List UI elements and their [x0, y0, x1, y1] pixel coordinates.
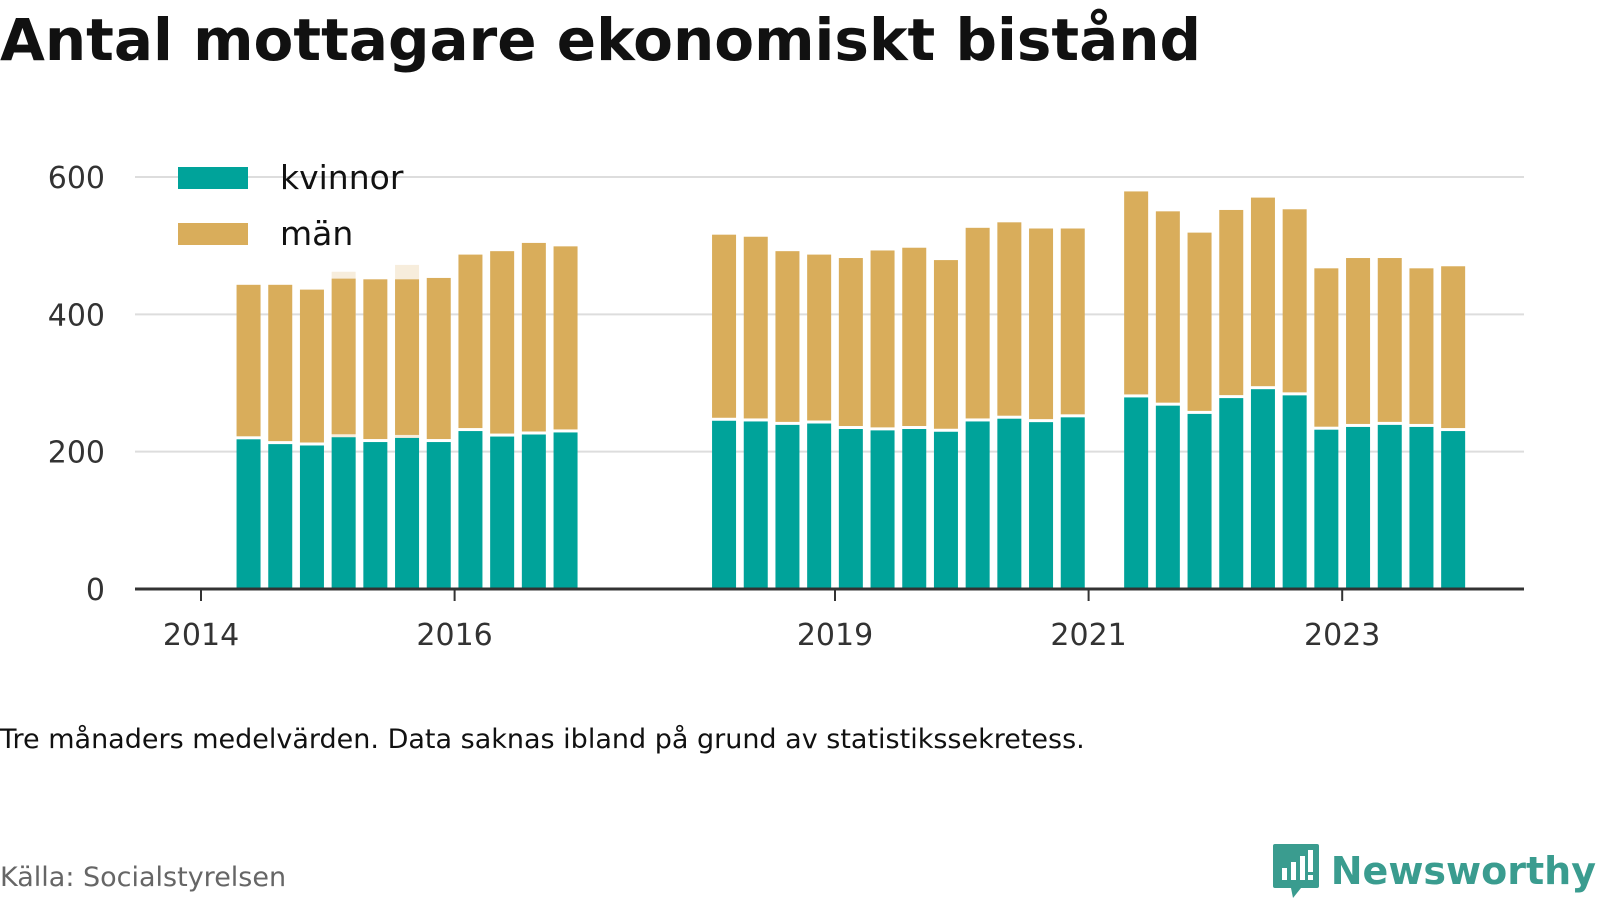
bar-kvinnor — [553, 432, 578, 589]
bar-kvinnor — [458, 431, 483, 589]
bar-man — [933, 260, 958, 429]
bar-kvinnor — [426, 442, 451, 589]
bar-man — [775, 251, 800, 422]
bar-kvinnor — [965, 421, 990, 589]
bar-man — [1187, 232, 1212, 411]
y-tick-label: 0 — [86, 573, 105, 608]
bar-kvinnor — [933, 431, 958, 589]
bar-man — [965, 227, 990, 419]
bar-man — [1314, 268, 1339, 427]
bar-man — [490, 251, 515, 434]
bar-kvinnor — [838, 429, 863, 589]
bar-kvinnor — [363, 442, 388, 589]
chart-title: Antal mottagare ekonomiskt bistånd — [0, 6, 1202, 74]
bar-kvinnor — [1187, 413, 1212, 589]
bar-man — [395, 279, 420, 435]
bar-kvinnor — [1060, 417, 1085, 589]
bar-man — [1155, 211, 1180, 403]
bar-kvinnor — [1409, 426, 1434, 589]
bar-kvinnor — [1029, 422, 1054, 589]
bar-kvinnor — [1124, 397, 1149, 589]
bar-kvinnor — [521, 434, 546, 589]
newsworthy-logo-icon — [1272, 844, 1319, 898]
bar-man — [870, 250, 895, 428]
bar-chart: 0 200 400 600 2014 2016 2019 2021 2023 kvinnor mä… — [48, 158, 1524, 653]
bar-man — [997, 222, 1022, 416]
bar-kvinnor — [1219, 398, 1244, 589]
x-tick-label: 2023 — [1304, 618, 1380, 653]
bar-man — [712, 234, 737, 418]
bar-kvinnor — [490, 436, 515, 589]
bar-man — [1060, 228, 1085, 415]
bar-man — [807, 254, 832, 421]
bar-man — [236, 284, 261, 437]
bar-kvinnor — [712, 420, 737, 589]
bar-kvinnor — [268, 444, 293, 589]
bar-man — [331, 278, 356, 435]
x-tick-label: 2016 — [416, 618, 492, 653]
bar-kvinnor — [1441, 431, 1466, 589]
bar-man — [458, 254, 483, 429]
bar-man — [521, 242, 546, 432]
bar-man — [299, 289, 324, 443]
bar-kvinnor — [236, 439, 261, 589]
bar-kvinnor — [870, 430, 895, 589]
bar-kvinnor — [807, 423, 832, 589]
bar-man — [1219, 209, 1244, 396]
source-label: Källa: Socialstyrelsen — [0, 862, 287, 893]
bar-man — [838, 258, 863, 427]
bar-kvinnor — [902, 429, 927, 589]
axes: 0 200 400 600 2014 2016 2019 2021 2023 — [48, 161, 1524, 653]
bar-man — [1441, 266, 1466, 429]
bar-kvinnor — [1155, 405, 1180, 589]
bar-man — [1282, 209, 1307, 393]
bar-man — [1250, 197, 1275, 387]
bar-man — [1346, 258, 1371, 424]
bars — [236, 191, 1466, 589]
bar-man — [902, 247, 927, 427]
bar-kvinnor — [743, 421, 768, 589]
bar-man — [1377, 258, 1402, 422]
bar-man — [1409, 268, 1434, 424]
x-tick-label: 2019 — [797, 618, 873, 653]
legend-swatch-kvinnor — [178, 167, 248, 189]
bar-man — [426, 277, 451, 440]
bar-kvinnor — [331, 437, 356, 589]
bar-man — [743, 236, 768, 419]
legend-label-man: män — [280, 214, 353, 253]
bar-kvinnor — [775, 424, 800, 589]
bar-kvinnor — [1282, 395, 1307, 589]
y-tick-label: 200 — [48, 436, 105, 471]
bar-kvinnor — [1346, 426, 1371, 589]
x-tick-label: 2014 — [163, 618, 239, 653]
legend: kvinnor män — [178, 158, 404, 253]
bar-man — [268, 284, 293, 442]
y-tick-label: 600 — [48, 161, 105, 196]
y-tick-label: 400 — [48, 298, 105, 333]
legend-swatch-man — [178, 223, 248, 245]
chart-note: Tre månaders medelvärden. Data saknas ib… — [0, 724, 1085, 755]
bar-man — [1029, 228, 1054, 420]
legend-label-kvinnor: kvinnor — [280, 158, 404, 197]
brand-name: Newsworthy — [1330, 849, 1596, 893]
bar-kvinnor — [395, 437, 420, 589]
bar-kvinnor — [1314, 429, 1339, 589]
x-tick-label: 2021 — [1050, 618, 1126, 653]
bar-kvinnor — [299, 445, 324, 589]
bar-man — [363, 279, 388, 440]
bar-kvinnor — [1250, 389, 1275, 589]
bar-man — [1124, 191, 1149, 395]
bar-man — [553, 246, 578, 430]
bar-kvinnor — [1377, 424, 1402, 589]
brand-logo: Newsworthy — [1271, 842, 1596, 900]
bar-kvinnor — [997, 418, 1022, 589]
